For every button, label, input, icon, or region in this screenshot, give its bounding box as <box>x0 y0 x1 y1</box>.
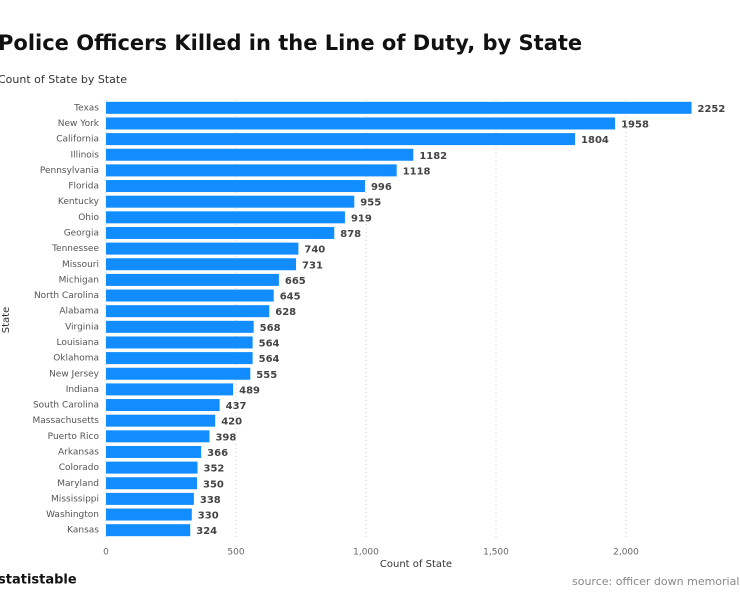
y-tick-label: New Jersey <box>49 369 100 379</box>
value-label: 1118 <box>403 166 431 177</box>
y-tick-label: Indiana <box>66 385 99 395</box>
chart-subtitle: Count of State by State <box>0 73 127 86</box>
bar <box>106 211 345 224</box>
y-tick-label: Massachusetts <box>32 416 99 426</box>
y-axis-label: State <box>1 307 12 333</box>
bar <box>106 289 274 302</box>
y-tick-label: Colorado <box>59 463 100 473</box>
bar <box>106 273 279 286</box>
value-label: 1182 <box>419 151 447 162</box>
value-label: 338 <box>200 495 221 506</box>
bar <box>106 258 297 271</box>
y-tick-label: California <box>56 135 99 145</box>
bar <box>106 477 197 490</box>
bar <box>106 180 365 193</box>
x-tick-label: 2,000 <box>613 548 639 558</box>
bar <box>106 430 210 443</box>
value-label: 2252 <box>698 104 726 115</box>
value-label: 366 <box>207 448 228 459</box>
y-tick-label: Georgia <box>64 228 99 238</box>
value-label: 330 <box>198 511 219 522</box>
bar <box>106 101 692 114</box>
bar <box>106 242 299 255</box>
value-label: 398 <box>215 432 236 443</box>
x-tick-label: 0 <box>103 548 109 558</box>
x-tick-label: 1,500 <box>483 548 509 558</box>
value-label: 955 <box>360 198 381 209</box>
x-tick-label: 500 <box>227 548 244 558</box>
bar <box>106 320 254 333</box>
value-label: 489 <box>239 385 260 396</box>
value-label: 564 <box>259 338 280 349</box>
y-tick-label: Puerto Rico <box>48 432 100 442</box>
bar <box>106 367 251 380</box>
value-label: 740 <box>304 245 325 256</box>
value-label: 420 <box>221 417 242 428</box>
y-tick-label: Alabama <box>59 307 99 317</box>
y-tick-label: Texas <box>73 103 99 113</box>
y-tick-label: North Carolina <box>34 291 99 301</box>
x-tick-label: 1,000 <box>353 548 379 558</box>
y-tick-label: Maryland <box>57 479 99 489</box>
y-tick-label: Virginia <box>65 322 99 332</box>
x-axis-label: Count of State <box>380 559 452 570</box>
value-label: 350 <box>203 479 224 490</box>
bar <box>106 148 414 161</box>
value-label: 568 <box>260 323 281 334</box>
value-label: 665 <box>285 276 306 287</box>
y-tick-label: Arkansas <box>58 447 99 457</box>
bar <box>106 492 194 505</box>
y-tick-label: South Carolina <box>33 401 99 411</box>
value-label: 437 <box>226 401 247 412</box>
chart-title: Police Officers Killed in the Line of Du… <box>0 31 582 55</box>
y-tick-label: Oklahoma <box>53 354 99 364</box>
value-label: 352 <box>204 464 225 475</box>
y-tick-label: Mississippi <box>51 494 99 504</box>
value-label: 919 <box>351 213 372 224</box>
value-label: 1804 <box>581 135 609 146</box>
value-label: 878 <box>340 229 361 240</box>
bar <box>106 399 220 412</box>
footer-brand: statistable <box>0 573 77 588</box>
bar <box>106 414 216 427</box>
bar <box>106 445 202 458</box>
bar <box>106 336 253 349</box>
y-tick-label: Tennessee <box>51 244 99 254</box>
value-label: 731 <box>302 260 323 271</box>
y-tick-label: Kentucky <box>58 197 100 207</box>
y-tick-label: New York <box>58 119 100 129</box>
bar <box>106 508 192 521</box>
value-label: 555 <box>256 370 277 381</box>
bar <box>106 461 198 474</box>
bar <box>106 226 335 239</box>
bar <box>106 524 191 537</box>
bar <box>106 117 616 130</box>
bar <box>106 383 234 396</box>
value-label: 645 <box>280 292 301 303</box>
y-tick-label: Illinois <box>70 150 99 160</box>
y-tick-label: Ohio <box>78 213 99 223</box>
bar <box>106 195 355 208</box>
value-label: 996 <box>371 182 392 193</box>
bar <box>106 352 253 365</box>
y-tick-label: Pennsylvania <box>40 166 99 176</box>
y-tick-label: Washington <box>46 510 99 520</box>
y-tick-label: Florida <box>68 182 99 192</box>
value-label: 564 <box>259 354 280 365</box>
y-tick-label: Kansas <box>67 526 99 536</box>
value-label: 324 <box>196 526 217 537</box>
value-label: 628 <box>275 307 296 318</box>
bar <box>106 133 576 146</box>
bar <box>106 164 397 177</box>
y-tick-label: Louisiana <box>57 338 100 348</box>
y-tick-label: Michigan <box>59 275 99 285</box>
value-label: 1958 <box>621 119 649 130</box>
source-note: source: officer down memorial <box>572 575 739 588</box>
y-tick-label: Missouri <box>62 260 99 270</box>
bar <box>106 305 270 318</box>
